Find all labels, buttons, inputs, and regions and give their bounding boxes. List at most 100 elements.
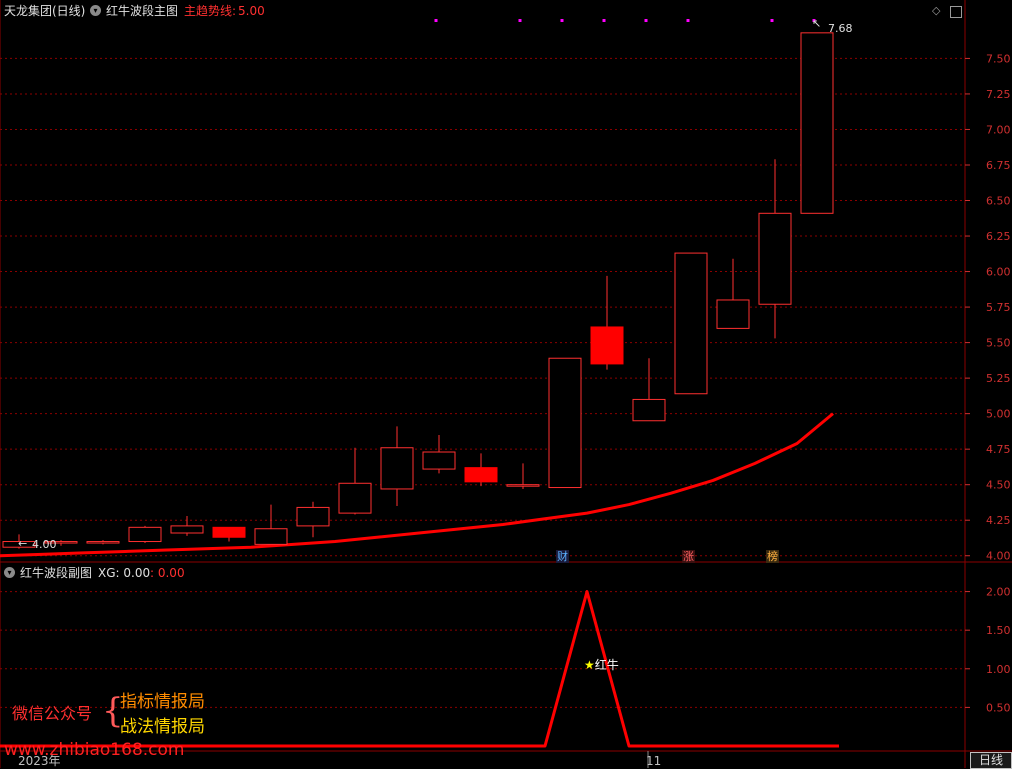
candle xyxy=(464,453,498,487)
window-toggle-icon[interactable] xyxy=(950,6,962,18)
candle xyxy=(632,358,666,422)
candle xyxy=(2,534,36,549)
candle-body-up xyxy=(2,541,36,548)
candle-body-up xyxy=(800,32,834,214)
sub-second-number: 0.00 xyxy=(157,566,185,580)
wechat-label: 微信公众号 xyxy=(12,704,93,723)
price-tick-label: 7.50 xyxy=(986,52,1011,65)
candle-body-down xyxy=(464,467,498,483)
grid-layer xyxy=(0,19,965,708)
indicator-menu-icon[interactable]: ▾ xyxy=(90,5,101,16)
price-tick-label: 6.50 xyxy=(986,195,1011,208)
low-price-label: 4.00 xyxy=(32,538,57,551)
candle xyxy=(548,357,582,489)
candle-body-up xyxy=(674,252,708,395)
high-price-label: 7.68 xyxy=(828,22,853,35)
trend-line xyxy=(0,412,834,558)
time-axis-month: 11 xyxy=(646,754,662,768)
watermark-site: www.zhibiao168.com xyxy=(4,740,185,760)
sub-indicator-label: 红牛波段副图 xyxy=(20,566,93,580)
candle xyxy=(422,434,456,474)
signal-dot xyxy=(644,19,648,22)
candle xyxy=(758,159,792,339)
candle-body-up xyxy=(296,506,330,527)
candle xyxy=(212,526,246,542)
candle-body-up xyxy=(170,525,204,534)
marker-finance[interactable]: 财 xyxy=(556,550,569,563)
candle xyxy=(800,32,834,214)
candle-body-up xyxy=(506,484,540,487)
candle-body-up xyxy=(716,299,750,329)
period-button[interactable]: 日线 xyxy=(970,752,1012,769)
diamond-icon[interactable]: ◇ xyxy=(932,4,941,17)
sub-tick-label: 2.00 xyxy=(986,586,1011,599)
brace-icon: { xyxy=(102,691,124,731)
signal-dot xyxy=(812,19,816,22)
candle xyxy=(296,501,330,538)
xg-value-label: XG: 0.00 xyxy=(98,566,151,580)
price-tick-label: 5.00 xyxy=(986,408,1011,421)
time-axis-year: 2023年 xyxy=(18,754,61,768)
sub-series-line xyxy=(0,590,839,748)
signal-dot xyxy=(602,19,606,22)
watermark-line1: 指标情报局 xyxy=(120,692,205,712)
candle xyxy=(380,426,414,507)
signal-dot xyxy=(518,19,522,22)
candle-body-down xyxy=(212,526,246,538)
candle-body-up xyxy=(758,212,792,305)
candle-body-up xyxy=(548,357,582,489)
price-tick-label: 6.25 xyxy=(986,230,1011,243)
price-tick-label: 4.50 xyxy=(986,479,1011,492)
sub-second-value: : 0.00 xyxy=(150,566,185,580)
signal-text: 红牛 xyxy=(594,658,619,672)
candle xyxy=(170,515,204,536)
signal-dot xyxy=(686,19,690,22)
candle-body-up xyxy=(128,526,162,543)
price-tick-label: 5.75 xyxy=(986,301,1011,314)
marker-limit-up[interactable]: 涨 xyxy=(682,550,695,563)
sub-tick-label: 1.50 xyxy=(986,624,1011,637)
price-tick-label: 4.75 xyxy=(986,443,1011,456)
low-arrow-icon: ← xyxy=(18,537,28,550)
candle xyxy=(674,252,708,395)
price-tick-label: 4.00 xyxy=(986,550,1011,563)
price-tick-label: 5.25 xyxy=(986,372,1011,385)
watermark-line2: 战法情报局 xyxy=(120,717,205,737)
candle-body-down xyxy=(590,326,624,365)
signal-dot xyxy=(560,19,564,22)
candle xyxy=(254,504,288,545)
sub-indicator-menu-icon[interactable]: ▾ xyxy=(4,567,15,578)
candle xyxy=(44,540,78,546)
sub-tick-label: 1.00 xyxy=(986,663,1011,676)
marker-ranking[interactable]: 榜 xyxy=(766,550,779,563)
candle-body-up xyxy=(44,541,78,544)
candle-body-up xyxy=(254,528,288,545)
candle xyxy=(86,540,120,545)
candle-body-up xyxy=(86,541,120,544)
signal-dot xyxy=(434,19,438,22)
candle xyxy=(590,275,624,370)
signal-dot xyxy=(770,19,774,22)
candle-body-up xyxy=(380,447,414,490)
candle-body-up xyxy=(422,451,456,470)
candles xyxy=(2,32,834,549)
candle xyxy=(338,447,372,515)
candle-body-up xyxy=(338,482,372,514)
sub-indicator xyxy=(0,590,839,748)
star-icon: ★ xyxy=(584,658,595,672)
signal-label: ★红牛 xyxy=(584,659,619,671)
candle xyxy=(506,463,540,489)
price-tick-label: 5.50 xyxy=(986,337,1011,350)
candle-body-up xyxy=(632,398,666,422)
stock-name-label: 天龙集团(日线) xyxy=(4,4,86,18)
price-tick-label: 6.75 xyxy=(986,159,1011,172)
trend-line-value: 5.00 xyxy=(238,4,265,18)
trend-line-label: 主趋势线: xyxy=(184,4,237,18)
trend-line-path xyxy=(0,412,834,558)
price-tick-label: 7.25 xyxy=(986,88,1011,101)
sub-tick-label: 0.50 xyxy=(986,701,1011,714)
price-tick-label: 4.25 xyxy=(986,514,1011,527)
